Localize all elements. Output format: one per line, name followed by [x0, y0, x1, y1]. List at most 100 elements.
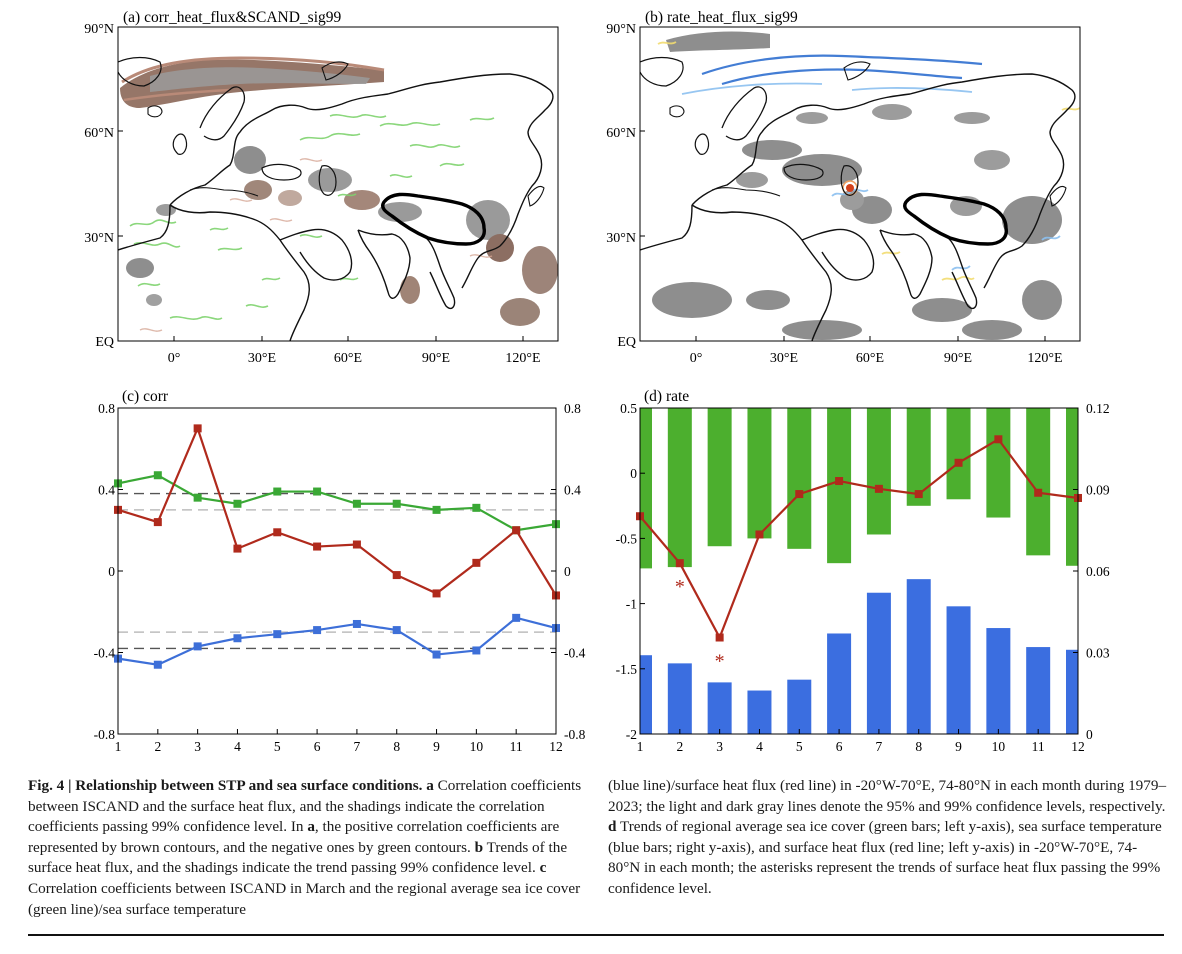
map-a-lon-120: 120°E — [505, 351, 540, 366]
x-tick-label: 8 — [915, 739, 922, 754]
x-tick-label: 11 — [1032, 739, 1045, 754]
point-blue-12 — [552, 624, 560, 633]
x-tick-label: 12 — [549, 739, 563, 754]
y-tick-label-left: -2 — [626, 727, 637, 742]
series-line-red — [117, 425, 557, 597]
map-a-lon-30: 30°E — [248, 351, 276, 366]
x-tick-label: 11 — [510, 739, 523, 754]
point-red-1 — [114, 505, 122, 514]
y-tick-label-left: -0.8 — [94, 727, 116, 742]
ice-bar-4 — [747, 408, 772, 539]
heat-flux-point-7 — [874, 484, 883, 493]
y-tick-label-left: 0.5 — [620, 401, 637, 416]
x-tick-label: 7 — [876, 739, 883, 754]
y-tick-label-right: -0.8 — [564, 727, 586, 742]
point-blue-6 — [313, 626, 322, 635]
y-tick-label-left: 0 — [108, 564, 115, 579]
series-line-blue — [117, 616, 557, 666]
point-green-7 — [352, 499, 361, 508]
chart-d-title: (d) rate — [644, 388, 689, 405]
point-blue-3 — [193, 642, 202, 651]
sst-bar-9 — [946, 606, 971, 734]
caption-d-bold: d — [608, 818, 617, 836]
point-blue-5 — [273, 630, 282, 639]
caption-right-text2: Trends of regional average sea ice cover… — [608, 818, 1162, 897]
map-b-lon-60: 60°E — [856, 351, 884, 366]
heat-flux-point-11 — [1034, 488, 1043, 497]
caption-b-text: Trends of the surface heat flux, and the… — [28, 838, 568, 877]
y-tick-label-left: -1.5 — [616, 662, 638, 677]
sst-bar-12 — [1066, 649, 1078, 734]
ice-bar-2 — [667, 408, 692, 568]
point-blue-9 — [432, 650, 441, 659]
map-b-lat-eq: EQ — [617, 335, 636, 350]
map-a-lat-90: 90°N — [84, 22, 114, 37]
x-tick-label: 9 — [955, 739, 962, 754]
point-blue-4 — [233, 634, 242, 643]
y-tick-label-right: 0.03 — [1086, 646, 1110, 661]
heat-flux-point-3 — [715, 633, 724, 642]
y-tick-label-right: 0.06 — [1086, 564, 1110, 579]
heat-flux-point-6 — [835, 477, 844, 486]
point-green-6 — [313, 487, 322, 496]
ice-bar-7 — [866, 408, 891, 535]
x-tick-label: 3 — [716, 739, 723, 754]
x-tick-label: 6 — [314, 739, 321, 754]
point-green-8 — [392, 499, 401, 508]
ice-bar-8 — [906, 408, 931, 506]
ice-bar-3 — [707, 408, 732, 547]
y-tick-label-right: 0.4 — [564, 483, 581, 498]
y-tick-label-left: 0.8 — [98, 401, 115, 416]
y-tick-label-right: -0.4 — [564, 646, 586, 661]
caption-c-bold: c — [539, 859, 547, 877]
caption-a-text: Correlation coefficients between ISCAND … — [28, 777, 582, 836]
caption-a2-bold: a — [307, 818, 315, 836]
map-a-shading — [118, 56, 558, 341]
x-tick-label: 5 — [274, 739, 281, 754]
x-tick-label: 2 — [154, 739, 161, 754]
map-a-title: (a) corr_heat_flux&SCAND_sig99 — [123, 9, 341, 26]
y-tick-label-left: -0.5 — [616, 531, 638, 546]
caption-a-bold: a — [426, 777, 434, 794]
point-red-8 — [392, 571, 401, 580]
caption-left: Fig. 4 | Relationship between STP and se… — [28, 776, 596, 920]
map-a-lat-eq: EQ — [95, 335, 114, 350]
chart-d-frame — [639, 407, 1079, 735]
point-blue-11 — [512, 613, 521, 622]
x-tick-label: 4 — [234, 739, 241, 754]
point-green-5 — [273, 487, 282, 496]
point-red-5 — [273, 528, 282, 537]
heat-flux-point-8 — [914, 490, 923, 499]
point-red-9 — [432, 589, 441, 598]
sst-bar-6 — [827, 633, 852, 734]
x-tick-label: 10 — [992, 739, 1006, 754]
x-tick-label: 1 — [637, 739, 644, 754]
heat-flux-point-5 — [795, 490, 804, 499]
sst-bar-2 — [667, 663, 692, 734]
ice-bar-1 — [640, 408, 652, 569]
ice-bar-9 — [946, 408, 971, 500]
caption-c-text: Correlation coefficients between ISCAND … — [28, 879, 581, 918]
point-red-12 — [552, 591, 560, 600]
heat-flux-point-9 — [954, 458, 963, 467]
heat-flux-line — [639, 437, 1079, 641]
significance-asterisk-3: * — [715, 651, 725, 673]
x-tick-label: 12 — [1071, 739, 1085, 754]
map-b-title: (b) rate_heat_flux_sig99 — [645, 9, 798, 26]
caption-b-bold: b — [474, 838, 484, 856]
point-blue-8 — [392, 626, 401, 635]
map-a-lon-90: 90°E — [422, 351, 450, 366]
point-green-11 — [512, 526, 521, 535]
ice-bar-6 — [827, 408, 852, 564]
map-b-lat-90: 90°N — [606, 22, 636, 37]
y-tick-label-right: 0.12 — [1086, 401, 1110, 416]
point-red-2 — [153, 518, 162, 527]
sst-bar-4 — [747, 690, 772, 734]
caption-a2-text: , the positive correlation coefficients … — [28, 818, 560, 856]
x-tick-label: 3 — [194, 739, 201, 754]
significance-asterisk-2: * — [675, 576, 685, 598]
point-blue-10 — [472, 646, 481, 655]
map-a-lon-60: 60°E — [334, 351, 362, 366]
sst-bar-10 — [986, 628, 1011, 734]
chart-c-frame — [117, 407, 557, 735]
